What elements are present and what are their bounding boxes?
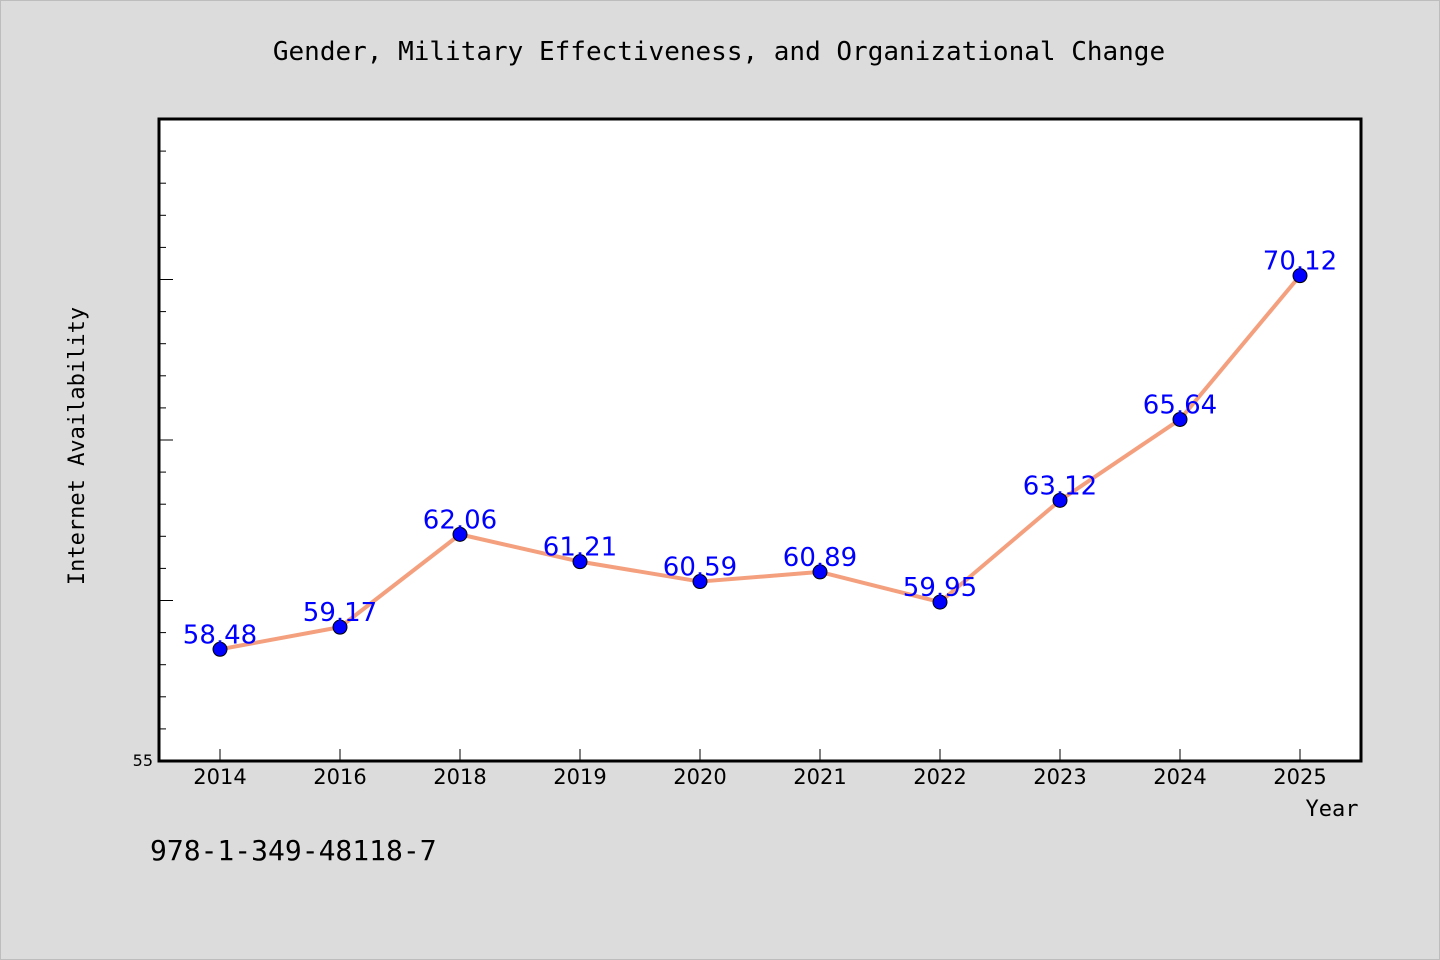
series-line [218,273,1302,652]
data-point [332,619,348,635]
plot-border [157,117,1363,763]
data-point [692,574,708,590]
x-tick-label: 2025 [1273,765,1326,789]
data-label: 60.89 [783,543,857,573]
data-point [572,554,588,570]
data-label: 59.17 [303,598,377,628]
data-label: 61.21 [543,533,617,563]
x-tick-label: 2014 [193,765,246,789]
data-label: 58.48 [183,620,257,650]
chart-title: Gender, Military Effectiveness, and Orga… [273,37,1165,67]
data-point [1172,411,1188,427]
x-tick-label: 2019 [553,765,606,789]
plot-area [159,119,1361,761]
data-point [1052,492,1068,508]
series-layer [212,268,1308,657]
data-point [932,594,948,610]
x-axis-tick-labels: 2014 2016 2018 2019 2020 2021 2022 2023 2024 2025 [193,749,1327,789]
x-axis-label: Year [1306,797,1359,822]
data-point [1292,268,1308,284]
x-tick-label: 2023 [1033,765,1086,789]
x-tick-label: 2016 [313,765,366,789]
x-tick-label: 2021 [793,765,846,789]
x-tick-label: 2020 [673,765,726,789]
y-axis-label: Internet Availability [65,307,90,585]
x-tick-label: 2018 [433,765,486,789]
data-label: 59.95 [903,573,977,603]
x-tick-label: 2022 [913,765,966,789]
data-label: 60.59 [663,553,737,583]
x-tick-label: 2024 [1153,765,1206,789]
y-tick-label-min: 55 [133,751,153,770]
data-label: 63.12 [1023,471,1097,501]
isbn-text: 978-1-349-48118-7 [150,834,437,867]
data-label: 65.64 [1143,390,1217,420]
data-point [812,564,828,580]
data-label: 62.06 [423,505,497,535]
data-labels-layer: 58.48 59.17 62.06 61.21 60.59 60.89 59.95 63.12… [183,247,1337,651]
data-point [452,526,468,542]
data-label: 70.12 [1263,247,1337,277]
data-point [212,641,228,657]
